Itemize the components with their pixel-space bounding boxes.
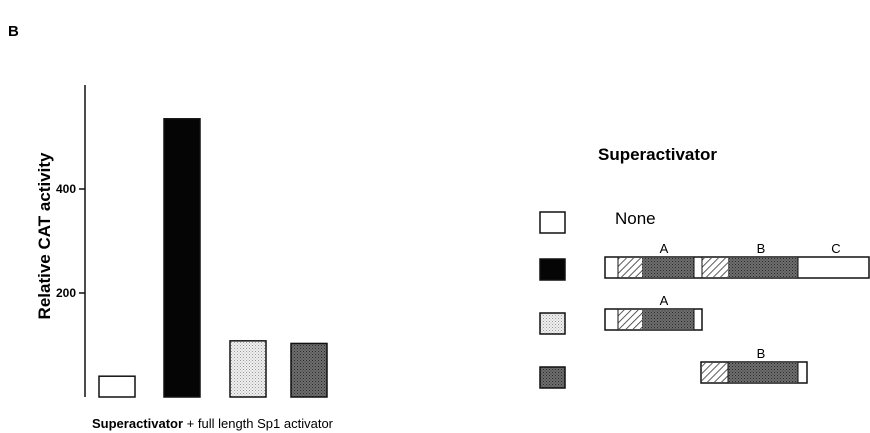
construct-full-domain-a [642, 258, 694, 277]
x-caption-bold: Superactivator [92, 416, 183, 431]
construct-full-label-c: C [831, 241, 840, 256]
construct-full-hatch-a [618, 258, 642, 277]
bar-a [229, 340, 267, 398]
x-axis-caption: Superactivator + full length Sp1 activat… [92, 416, 334, 431]
construct-a-label: A [660, 293, 669, 308]
construct-full-label-a: A [660, 241, 669, 256]
legend-title: Superactivator [598, 145, 717, 164]
construct-b: B [700, 346, 808, 384]
y-axis-ticks: 200 400 [56, 182, 85, 300]
legend-swatch-black [539, 258, 566, 281]
legend-swatch-light [539, 312, 566, 335]
construct-full-gap [694, 258, 702, 277]
construct-b-domain [728, 363, 798, 382]
construct-full: A B C [604, 241, 870, 279]
legend-swatch-none [539, 211, 566, 234]
construct-a-domain [642, 310, 694, 329]
bar-none [98, 375, 136, 398]
legend-none-label: None [615, 209, 656, 228]
construct-full-hatch-b [702, 258, 728, 277]
construct-a: A [604, 293, 703, 331]
y-tick-label-400: 400 [56, 182, 76, 196]
x-caption-rest: + full length Sp1 activator [183, 416, 334, 431]
bar-b [290, 342, 328, 398]
legend-swatch-dark [539, 366, 566, 389]
construct-b-hatch [702, 363, 728, 382]
bar-series [98, 118, 328, 398]
construct-b-label: B [757, 346, 766, 361]
construct-a-hatch [618, 310, 642, 329]
construct-full-domain-b [728, 258, 798, 277]
panel-label: B [8, 23, 19, 40]
y-axis-title: Relative CAT activity [35, 152, 54, 319]
bar-a-b-c [163, 118, 201, 398]
construct-full-label-b: B [757, 241, 766, 256]
y-tick-label-200: 200 [56, 286, 76, 300]
